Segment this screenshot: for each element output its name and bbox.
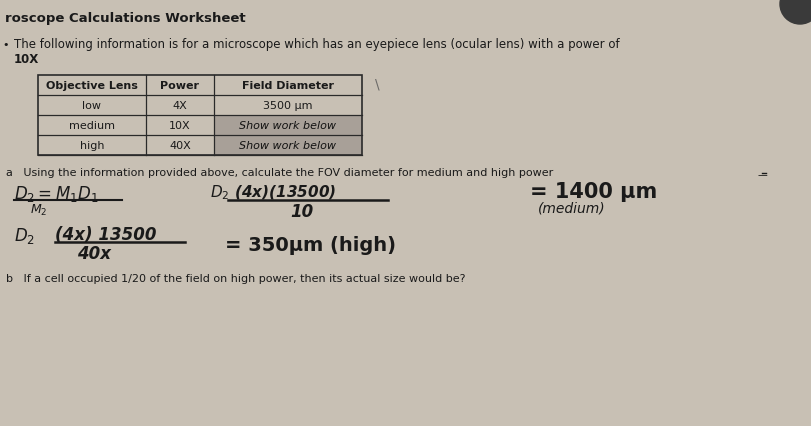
Text: $D_2 = M_1D_1$: $D_2 = M_1D_1$ [14, 184, 98, 204]
Text: Show work below: Show work below [239, 141, 336, 151]
Text: 10X: 10X [14, 53, 39, 66]
Text: Power: Power [161, 81, 200, 91]
Text: medium: medium [69, 121, 115, 131]
Text: 3500 μm: 3500 μm [263, 101, 312, 111]
Text: Field Diameter: Field Diameter [242, 81, 333, 91]
Text: low: low [83, 101, 101, 111]
Text: b   If a cell occupied 1/20 of the field on high power, then its actual size wou: b If a cell occupied 1/20 of the field o… [6, 273, 465, 283]
Text: The following information is for a microscope which has an eyepiece lens (ocular: The following information is for a micro… [14, 38, 619, 51]
Text: (4x) 13500: (4x) 13500 [55, 225, 157, 243]
Text: 10: 10 [290, 202, 313, 221]
Text: a   Using the information provided above, calculate the FOV diameter for medium : a Using the information provided above, … [6, 167, 552, 178]
Circle shape [779, 0, 811, 25]
Bar [214, 116, 362, 136]
Text: •: • [2, 40, 8, 50]
Text: = 350μm (high): = 350μm (high) [225, 236, 396, 254]
Text: 4X: 4X [173, 101, 187, 111]
Text: $D_2$ (4x)(13500): $D_2$ (4x)(13500) [210, 184, 336, 202]
Text: high: high [79, 141, 104, 151]
Text: Objective Lens: Objective Lens [46, 81, 138, 91]
Text: (medium): (medium) [538, 201, 605, 216]
Text: \: \ [375, 78, 380, 92]
Text: —: — [757, 170, 767, 180]
Text: 40X: 40X [169, 141, 191, 151]
Text: 10X: 10X [169, 121, 191, 131]
Text: $D_2$: $D_2$ [14, 225, 35, 245]
Text: Show work below: Show work below [239, 121, 336, 131]
Text: = 1400 μm: = 1400 μm [530, 181, 656, 201]
Text: $M_2$: $M_2$ [30, 202, 47, 218]
Text: roscope Calculations Worksheet: roscope Calculations Worksheet [5, 12, 245, 25]
Text: 40x: 40x [77, 245, 111, 262]
Bar [214, 136, 362, 155]
Bar [38, 76, 362, 155]
